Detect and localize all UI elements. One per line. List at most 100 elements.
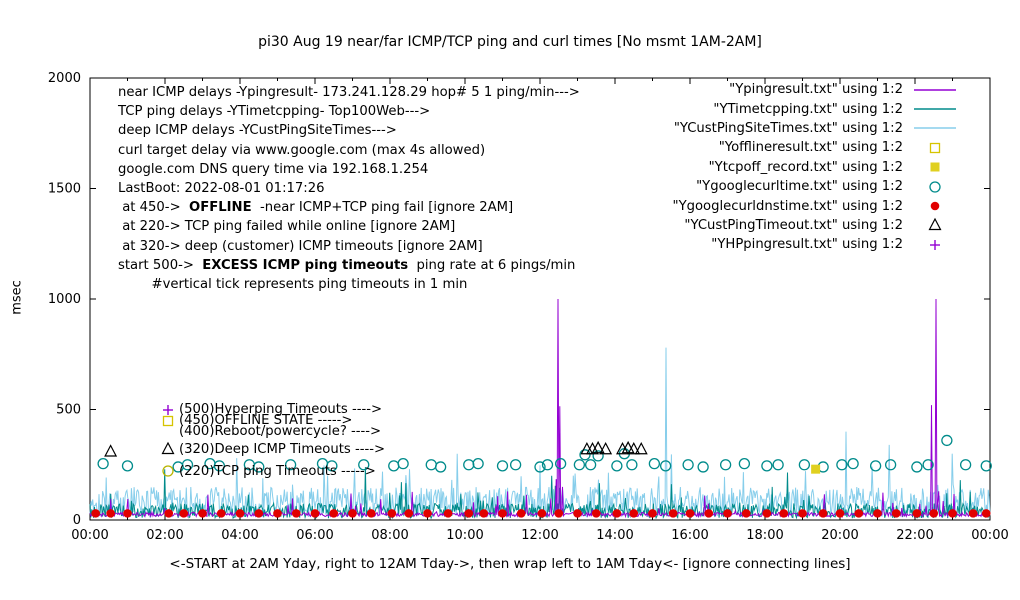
triangle-open-icon — [634, 441, 648, 455]
circle-open-icon — [584, 459, 597, 471]
circle-open-icon — [162, 465, 174, 478]
x-tick-label: 14:00 — [596, 528, 633, 543]
threshold-annotation-text: (320)Deep ICMP Timeouts ----> — [179, 441, 386, 457]
y-tick-label: 0 — [73, 513, 81, 528]
square-fill-icon — [811, 464, 821, 474]
legend-sample — [929, 142, 941, 154]
x-tick-label: 04:00 — [221, 528, 258, 543]
circle-fill-icon — [968, 509, 978, 518]
circle-fill-icon — [273, 509, 282, 518]
legend-item: "Ygooglecurltime.txt" using 1:2 — [673, 177, 959, 196]
circle-open-icon — [738, 457, 751, 470]
x-tick-label: 06:00 — [296, 528, 333, 543]
circle-open-icon — [121, 460, 134, 472]
legend-sample — [930, 162, 940, 172]
circle-fill-icon — [366, 509, 376, 518]
circle-fill-icon — [123, 509, 132, 518]
circle-fill-icon — [387, 509, 397, 518]
circle-fill-icon — [479, 509, 489, 518]
legend-label: "Ygooglecurldnstime.txt" using 1:2 — [672, 198, 904, 214]
circle-fill-icon — [685, 509, 695, 518]
triangle-open-icon — [161, 441, 175, 455]
circle-open-icon — [959, 459, 972, 471]
legend-sample — [914, 127, 956, 130]
circle-open-icon — [326, 460, 338, 472]
x-tick-label: 22:00 — [896, 528, 933, 543]
triangle-open-icon — [104, 444, 118, 457]
legend-label: "YCustPingTimeout.txt" using 1:2 — [684, 217, 903, 233]
legend-item: "Ytcpoff_record.txt" using 1:2 — [673, 158, 959, 177]
square-open-icon — [162, 415, 174, 426]
threshold-annotation-text: (400)Reboot/powercycle? ----> — [179, 424, 382, 440]
circle-open-icon — [554, 457, 567, 470]
circle-fill-icon — [554, 509, 564, 518]
circle-open-icon — [980, 460, 992, 472]
circle-open-icon — [697, 461, 709, 473]
x-tick-label: 10:00 — [446, 528, 483, 543]
legend-sample — [930, 239, 940, 250]
circle-open-icon — [162, 465, 174, 478]
circle-open-icon — [496, 460, 509, 472]
circle-open-icon — [541, 459, 554, 471]
legend-label: "Yofflineresult.txt" using 1:2 — [718, 140, 903, 156]
legend-item: "YTimetcpping.txt" using 1:2 — [673, 99, 959, 118]
annotation-text: TCP ping delays -YTimetcpping- Top100Web… — [118, 104, 431, 120]
circle-fill-icon — [891, 509, 901, 518]
circle-fill-icon — [443, 509, 453, 518]
circle-fill-icon — [929, 509, 939, 518]
circle-open-icon — [798, 459, 811, 471]
annotation-text: start 500-> — [118, 257, 203, 273]
annotation-text: deep ICMP delays -YCustPingSiteTimes---> — [118, 123, 397, 139]
circle-fill-icon — [612, 509, 622, 518]
circle-fill-icon — [981, 509, 991, 518]
x-tick-label: 20:00 — [821, 528, 858, 543]
circle-fill-icon — [779, 509, 789, 518]
annotation-text: at 220-> TCP ping failed while online [i… — [118, 219, 456, 235]
threshold-annotation-text: (450)OFFLINE STATE -----> — [179, 413, 353, 429]
circle-fill-icon — [704, 509, 714, 518]
circle-open-icon — [922, 459, 934, 471]
triangle-open-icon — [928, 218, 942, 231]
plus-icon — [163, 404, 173, 415]
circle-fill-icon — [668, 509, 678, 518]
circle-open-icon — [213, 460, 226, 472]
annotation-line: start 500-> EXCESS ICMP ping timeouts pi… — [118, 256, 580, 275]
legend-item: "YHPpingresult.txt" using 1:2 — [673, 235, 959, 254]
triangle-open-icon — [599, 441, 613, 455]
legend-sample — [914, 88, 956, 91]
circle-open-icon — [719, 459, 732, 471]
annotation-text: near ICMP delays -Ypingresult- 173.241.1… — [118, 85, 580, 100]
legend-sample — [914, 108, 956, 110]
circle-open-icon — [772, 459, 784, 471]
annotation-text: LastBoot: 2022-08-01 01:17:26 — [118, 181, 325, 197]
annotation-text: ping rate at 6 pings/min — [408, 257, 576, 273]
circle-fill-icon — [648, 509, 657, 518]
annotation-emphasis: EXCESS ICMP ping timeouts — [202, 257, 409, 273]
x-tick-label: 08:00 — [371, 528, 408, 543]
legend-label: "YCustPingSiteTimes.txt" using 1:2 — [673, 120, 903, 136]
circle-open-icon — [388, 460, 400, 472]
threshold-annotation: (220)TCP ping Timeouts -----> — [160, 462, 376, 481]
threshold-annotation-text: (500)Hyperping Timeouts ----> — [179, 402, 383, 417]
legend-sample — [929, 180, 941, 193]
x-tick-label: 02:00 — [146, 528, 183, 543]
y-tick-label: 2000 — [48, 71, 81, 86]
circle-fill-icon — [629, 509, 639, 518]
annotation-text: #vertical tick represents ping timeouts … — [118, 277, 468, 293]
legend: "Ypingresult.txt" using 1:2 "YTimetcpping… — [673, 80, 959, 255]
circle-fill-icon — [835, 509, 845, 518]
circle-open-icon — [97, 457, 109, 470]
circle-open-icon — [573, 459, 586, 471]
circle-open-icon — [472, 457, 484, 470]
x-axis-label: <-START at 2AM Yday, right to 12AM Tday-… — [169, 556, 851, 572]
annotation-line: at 450-> OFFLINE -near ICMP+TCP ping fai… — [118, 198, 580, 217]
series-YCustPingSiteTimes.txt — [89, 347, 991, 519]
legend-label: "Ytcpoff_record.txt" using 1:2 — [708, 159, 903, 175]
circle-fill-icon — [498, 509, 507, 518]
annotation-text: at 450-> — [118, 200, 189, 216]
threshold-annotation: (320)Deep ICMP Timeouts ----> — [160, 440, 385, 459]
x-tick-label: 00:00 — [71, 528, 108, 543]
triangle-open-icon — [627, 441, 641, 455]
circle-open-icon — [659, 460, 672, 472]
